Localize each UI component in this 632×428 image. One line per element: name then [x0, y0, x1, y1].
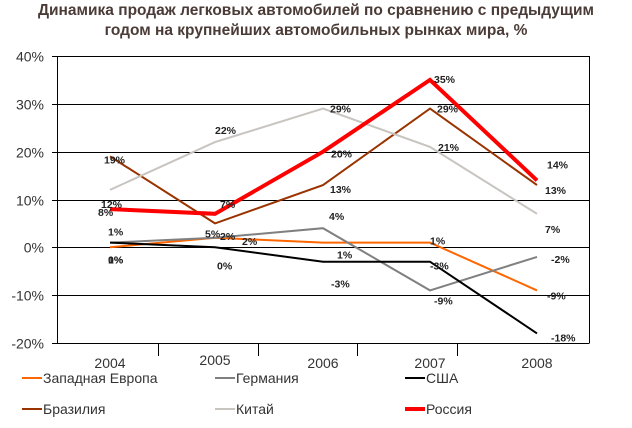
legend-label: Бразилия: [43, 401, 105, 417]
series-line-4: [109, 107, 538, 225]
legend-label: Россия: [426, 401, 472, 417]
data-label: 4%: [329, 211, 345, 223]
legend-item: Западная Европа: [22, 370, 158, 386]
y-tick-label: 0%: [24, 240, 44, 256]
legend-item: Китай: [215, 401, 274, 417]
y-tick-label: 30%: [16, 97, 44, 113]
series-lines: [109, 77, 539, 335]
x-tick-label: 2005: [199, 352, 230, 368]
x-tick-label: 2006: [307, 355, 338, 371]
data-label: -3%: [331, 279, 350, 291]
chart-title-line-2: годом на крупнейших автомобильных рынках…: [104, 22, 528, 39]
legend-item: Бразилия: [22, 401, 105, 417]
data-label: 5%: [205, 228, 221, 240]
data-label: 8%: [98, 207, 114, 219]
data-label: 2%: [220, 231, 236, 243]
data-label: 0%: [108, 254, 124, 266]
series-line-6: [109, 77, 539, 216]
legend-item: Германия: [215, 370, 299, 386]
data-label: 1%: [430, 236, 446, 248]
data-label: -18%: [551, 332, 576, 344]
y-tick-label: -20%: [11, 336, 44, 352]
data-label: 13%: [545, 185, 567, 197]
legend-label: Западная Европа: [43, 370, 158, 386]
legend: Западная Европа Германия США Бразилия Китай Р…: [22, 370, 472, 417]
series-line-5: [109, 107, 538, 215]
data-label: 1%: [337, 250, 353, 262]
y-tick-label: 20%: [16, 145, 44, 161]
data-label: 14%: [547, 159, 569, 171]
data-label: -9%: [434, 295, 453, 307]
grid: [52, 56, 589, 344]
legend-label: Китай: [236, 401, 274, 417]
data-label: 1%: [108, 227, 124, 239]
data-label: 29%: [437, 104, 459, 116]
data-label: 1%: [108, 255, 124, 267]
legend-label: США: [426, 370, 459, 386]
legend-item: Россия: [405, 401, 472, 417]
chart-title-line-1: Динамика продаж легковых автомобилей по …: [37, 2, 594, 19]
data-label: 21%: [438, 142, 460, 154]
data-label: 0%: [217, 260, 233, 272]
data-label: 29%: [330, 104, 352, 116]
data-label: -3%: [430, 261, 449, 273]
series-line-1: [109, 236, 538, 292]
y-axis: 40% 30% 20% 10% 0% -10% -20%: [11, 49, 590, 352]
data-label: 2%: [242, 236, 258, 248]
data-label: 20%: [331, 149, 353, 161]
data-label: 35%: [434, 74, 456, 86]
data-label: 7%: [545, 224, 561, 236]
data-label: 19%: [104, 154, 126, 166]
data-label: 12%: [101, 199, 123, 211]
chart-title: Динамика продаж легковых автомобилей по …: [0, 1, 632, 41]
x-tick-label: 2007: [414, 355, 445, 371]
series-line-3: [109, 241, 538, 335]
data-label: 22%: [215, 125, 237, 137]
data-label: -2%: [551, 254, 570, 266]
x-tick-label: 2004: [94, 355, 125, 371]
x-tick-label: 2008: [521, 355, 552, 371]
legend-label: Германия: [236, 370, 299, 386]
x-axis: 2004 2005 2006 2007 2008: [94, 343, 553, 371]
data-label: 13%: [330, 184, 352, 196]
data-label: -9%: [547, 290, 566, 302]
y-tick-label: 40%: [16, 49, 44, 65]
series-line-2: [109, 227, 538, 292]
data-labels: 0%2%1%1%-9%1%2%4%-9%-2%1% 0%-3%-3%-18%19%…: [98, 74, 576, 345]
legend-item: США: [405, 370, 459, 386]
y-tick-label: -10%: [11, 288, 44, 304]
data-label: 7%: [220, 199, 236, 211]
y-tick-label: 10%: [16, 193, 44, 209]
